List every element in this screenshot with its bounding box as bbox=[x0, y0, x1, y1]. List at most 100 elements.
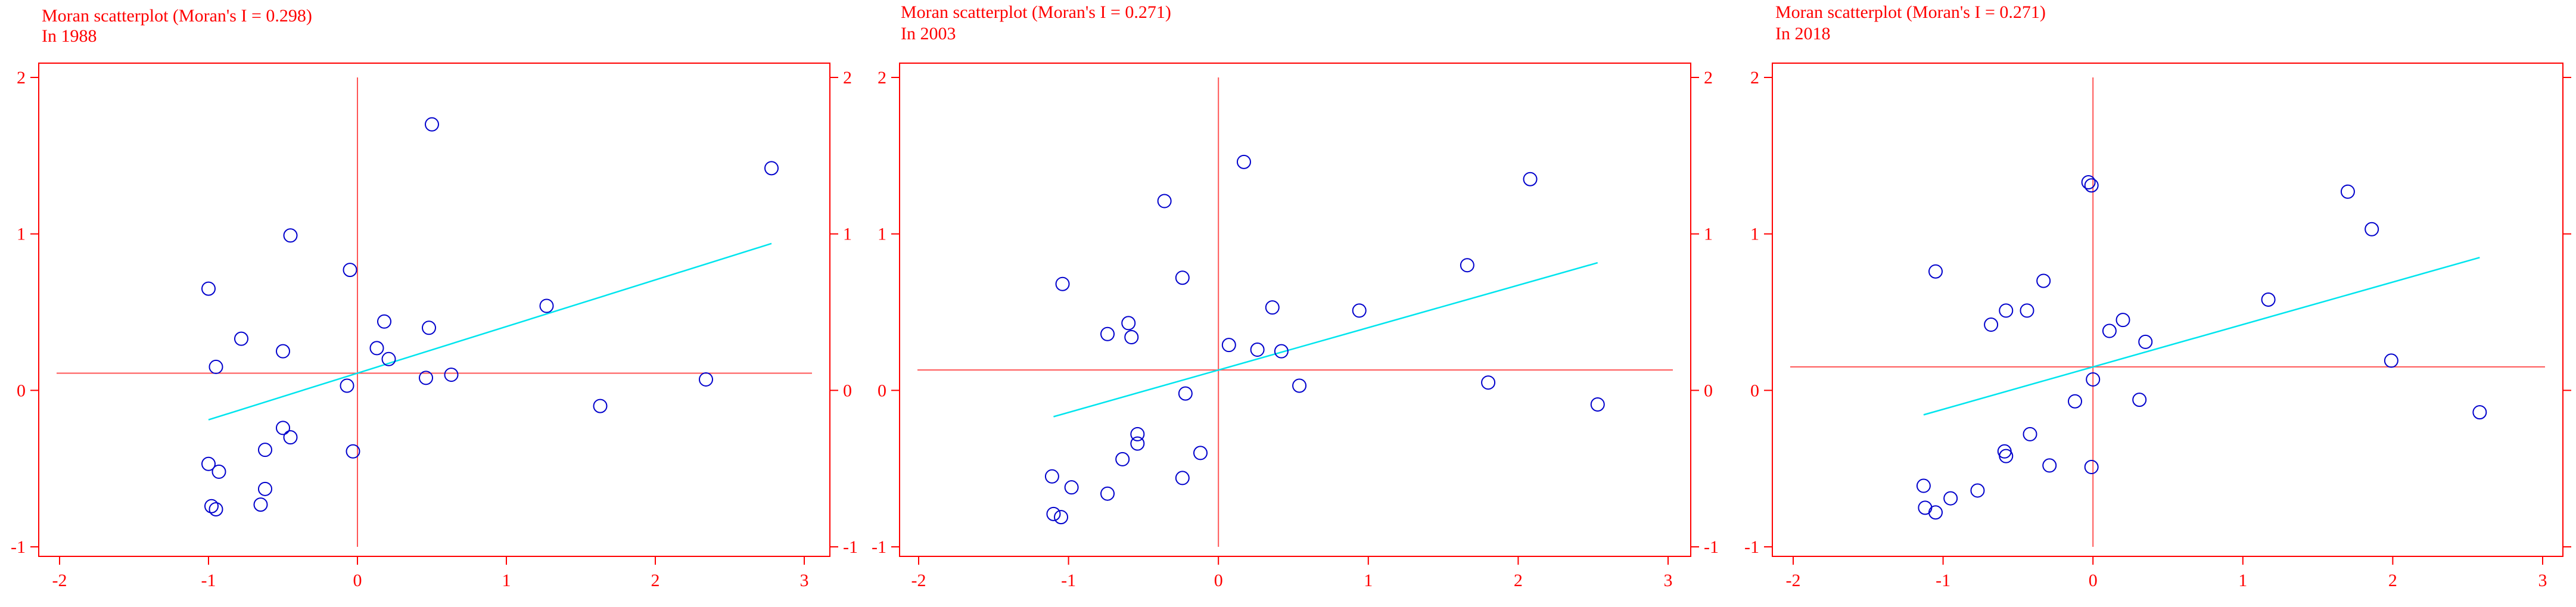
y-tick-label-left: 1 bbox=[878, 225, 886, 244]
data-point bbox=[1157, 194, 1172, 208]
data-point bbox=[444, 368, 459, 382]
y-tick-label-right: 0 bbox=[843, 381, 852, 400]
x-tick-label: 1 bbox=[2238, 571, 2247, 590]
y-tick-label-right: 0 bbox=[1704, 381, 1713, 400]
data-point bbox=[2384, 353, 2398, 368]
chart-title: Moran scatterplot (Moran's I = 0.271) bbox=[1775, 2, 2046, 22]
data-point bbox=[369, 341, 384, 356]
data-point bbox=[1590, 397, 1605, 412]
data-point bbox=[1175, 471, 1190, 485]
data-point bbox=[2042, 458, 2057, 473]
x-tick-label: -2 bbox=[911, 571, 926, 590]
data-point bbox=[1916, 478, 1931, 493]
x-tick-label: 2 bbox=[2388, 571, 2397, 590]
data-point bbox=[258, 443, 272, 457]
y-tick-label-left: -1 bbox=[11, 537, 26, 557]
data-point bbox=[1178, 386, 1193, 401]
data-point bbox=[1236, 154, 1251, 169]
y-tick-label-left: 2 bbox=[878, 68, 886, 88]
x-tick-label: 3 bbox=[2538, 571, 2547, 590]
y-tick-label-left: -1 bbox=[872, 537, 886, 557]
data-point bbox=[276, 344, 290, 359]
data-point bbox=[1352, 303, 1367, 318]
data-point bbox=[211, 464, 226, 479]
x-tick-label: -1 bbox=[1061, 571, 1076, 590]
data-point bbox=[1943, 491, 1958, 506]
data-point bbox=[2132, 393, 2147, 407]
chart-title: Moran scatterplot (Moran's I = 0.298) bbox=[42, 6, 312, 26]
data-point bbox=[343, 263, 357, 278]
data-point bbox=[1970, 483, 1985, 498]
data-point bbox=[381, 351, 396, 366]
data-point bbox=[1054, 510, 1069, 525]
data-point bbox=[2081, 175, 2096, 189]
data-point bbox=[2020, 303, 2034, 318]
y-tick-label-right: 2 bbox=[843, 68, 852, 88]
data-point bbox=[283, 430, 298, 445]
data-point bbox=[539, 298, 554, 313]
data-point bbox=[1175, 270, 1190, 285]
y-tick-label-right: -1 bbox=[1704, 537, 1719, 557]
y-tick-label-left: 1 bbox=[1750, 225, 1759, 244]
x-tick-label: 0 bbox=[1214, 571, 1223, 590]
y-tick-label-left: 2 bbox=[1750, 68, 1759, 88]
regression-line bbox=[1053, 262, 1598, 418]
data-point bbox=[1046, 506, 1061, 521]
data-point bbox=[1460, 258, 1474, 273]
data-point bbox=[346, 444, 360, 459]
y-tick-label-right: 1 bbox=[843, 225, 852, 244]
data-point bbox=[2472, 405, 2487, 420]
data-point bbox=[1928, 505, 1943, 520]
data-point bbox=[1193, 446, 1208, 460]
data-point bbox=[422, 320, 436, 335]
x-tick-label: -1 bbox=[1936, 571, 1950, 590]
data-point bbox=[209, 502, 223, 516]
y-tick-label-right: 2 bbox=[1704, 68, 1713, 88]
x-tick-label: 3 bbox=[800, 571, 809, 590]
y-tick-label-left: 0 bbox=[1750, 381, 1759, 400]
data-point bbox=[2115, 313, 2130, 328]
data-point bbox=[1130, 427, 1145, 441]
data-point bbox=[1130, 436, 1145, 451]
regression-line bbox=[208, 242, 772, 421]
data-point bbox=[1124, 330, 1139, 345]
data-point bbox=[1928, 264, 1943, 279]
plot-frame bbox=[1772, 63, 2563, 557]
data-point bbox=[1064, 480, 1079, 495]
data-point bbox=[1265, 300, 1280, 315]
data-point bbox=[1523, 172, 1538, 186]
plot-frame bbox=[899, 63, 1691, 557]
panel-2018: Moran scatterplot (Moran's I = 0.271) In… bbox=[1744, 2, 2571, 590]
y-tick-label-left: 2 bbox=[17, 68, 26, 88]
data-point bbox=[209, 359, 223, 374]
data-point bbox=[1999, 303, 2014, 318]
data-point bbox=[1918, 500, 1933, 515]
x-tick-label: -2 bbox=[1786, 571, 1801, 590]
x-tick-label: 1 bbox=[1364, 571, 1373, 590]
x-tick-label: 2 bbox=[1514, 571, 1523, 590]
data-point bbox=[253, 497, 268, 512]
data-point bbox=[201, 281, 216, 296]
data-point bbox=[2261, 292, 2276, 307]
chart-title: Moran scatterplot (Moran's I = 0.271) bbox=[901, 2, 1171, 22]
data-point bbox=[1292, 378, 1307, 393]
data-point bbox=[276, 421, 290, 435]
data-point bbox=[1044, 469, 1059, 484]
y-tick-label-left: 0 bbox=[17, 381, 26, 400]
data-point bbox=[2023, 427, 2037, 441]
data-point bbox=[2068, 394, 2083, 409]
x-tick-label: 0 bbox=[2089, 571, 2098, 590]
data-point bbox=[419, 371, 433, 385]
y-tick-label-right: 1 bbox=[1704, 225, 1713, 244]
data-point bbox=[2084, 460, 2099, 475]
x-tick-label: -1 bbox=[201, 571, 216, 590]
data-point bbox=[2138, 334, 2153, 349]
panel-1988: Moran scatterplot (Moran's I = 0.298) In… bbox=[11, 6, 858, 590]
data-point bbox=[1100, 486, 1115, 501]
data-point bbox=[204, 499, 219, 513]
data-point bbox=[201, 456, 216, 471]
panel-2003: Moran scatterplot (Moran's I = 0.271) In… bbox=[872, 2, 1719, 590]
data-point bbox=[1100, 326, 1115, 341]
data-point bbox=[1121, 316, 1136, 331]
